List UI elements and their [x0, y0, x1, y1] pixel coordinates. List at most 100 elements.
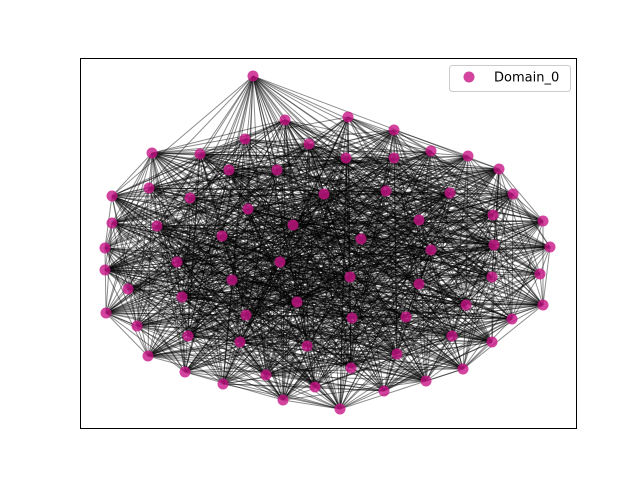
edge	[451, 214, 494, 337]
edge	[252, 75, 385, 392]
node	[151, 220, 163, 232]
edge	[239, 341, 427, 382]
node	[223, 164, 235, 176]
edge	[156, 225, 233, 281]
edge	[104, 269, 284, 401]
edge	[111, 222, 544, 306]
edge	[511, 273, 541, 320]
edge	[292, 224, 551, 248]
edge	[282, 219, 420, 401]
edge	[181, 296, 464, 370]
edge	[252, 75, 513, 320]
edge	[148, 187, 267, 376]
edge	[425, 304, 467, 382]
edge	[244, 138, 398, 355]
edge	[111, 195, 241, 343]
edge	[252, 75, 544, 222]
edge	[245, 169, 278, 316]
edge	[228, 169, 387, 192]
edge	[239, 168, 500, 343]
edge	[405, 220, 544, 318]
edge	[418, 168, 500, 285]
edge	[184, 157, 395, 373]
edge	[350, 193, 514, 369]
edge	[360, 238, 551, 248]
edge	[393, 129, 398, 355]
edge	[127, 168, 500, 290]
edge	[393, 157, 453, 337]
edge	[350, 273, 541, 369]
edge	[498, 168, 544, 222]
edge	[104, 225, 158, 249]
edge	[418, 219, 467, 306]
edge	[111, 155, 469, 224]
edge	[111, 129, 395, 197]
node	[291, 296, 303, 308]
edge	[105, 312, 341, 410]
edge	[151, 152, 353, 319]
edge	[314, 155, 469, 388]
edge	[189, 197, 544, 306]
edge	[339, 190, 387, 410]
edge	[187, 75, 254, 337]
edge	[151, 152, 189, 337]
edge	[181, 244, 495, 298]
edge	[187, 143, 310, 337]
edge	[189, 197, 385, 392]
edge	[181, 155, 469, 298]
node	[239, 133, 251, 145]
edge	[111, 195, 298, 303]
edge	[228, 169, 294, 226]
edge	[418, 219, 493, 278]
edge	[176, 261, 464, 370]
edge	[492, 168, 500, 216]
edge	[221, 235, 351, 278]
edge	[279, 249, 432, 263]
edge	[296, 214, 494, 303]
edge	[252, 75, 362, 240]
edge	[147, 157, 347, 357]
edge	[181, 129, 395, 298]
edge	[396, 276, 493, 355]
edge	[189, 197, 224, 385]
edge	[104, 261, 178, 271]
edge	[282, 249, 432, 401]
edge	[111, 222, 351, 278]
edge	[104, 224, 294, 271]
edge	[451, 304, 467, 337]
edge	[306, 345, 385, 392]
legend-box	[449, 65, 571, 92]
edge	[498, 168, 551, 248]
edge	[187, 335, 241, 343]
edge	[351, 219, 420, 319]
edge	[430, 249, 464, 370]
edge	[156, 225, 186, 373]
edge	[222, 314, 247, 385]
edge	[231, 279, 308, 347]
edge	[279, 193, 514, 263]
edge	[339, 129, 395, 410]
edge	[276, 157, 395, 171]
edge	[184, 238, 362, 373]
edge	[184, 283, 420, 373]
edge	[349, 244, 495, 278]
edge	[156, 157, 395, 227]
edge	[449, 192, 494, 216]
edge	[296, 192, 451, 303]
edge	[104, 269, 464, 370]
edge	[296, 168, 500, 303]
edge	[345, 157, 453, 337]
edge	[228, 169, 432, 251]
edge	[284, 119, 294, 226]
edge	[136, 279, 233, 327]
edge	[222, 224, 294, 385]
edge	[151, 152, 544, 306]
edge	[111, 138, 246, 197]
edge	[184, 220, 544, 373]
edge	[306, 335, 453, 347]
edge	[151, 152, 158, 227]
edge	[292, 168, 500, 226]
edge	[151, 152, 407, 318]
edge	[127, 288, 353, 319]
edge	[247, 193, 325, 210]
